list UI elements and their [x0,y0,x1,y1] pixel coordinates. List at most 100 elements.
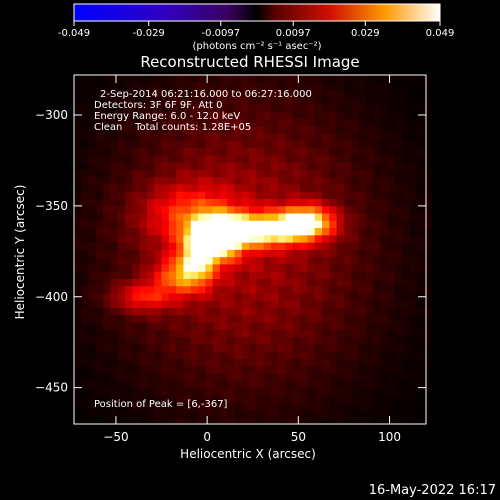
heatmap-cell [146,104,155,112]
heatmap-cell [314,82,323,90]
heatmap-cell [270,307,279,316]
heatmap-cell [249,234,257,243]
heatmap-cell [241,314,250,323]
heatmap-cell [161,256,170,265]
heatmap-cell [387,336,396,345]
heatmap-cell [190,329,199,338]
heatmap-cell [74,409,82,418]
heatmap-cell [322,373,330,381]
colorbar-tick-label: -0.049 [58,28,90,39]
heatmap-cell [394,234,403,243]
heatmap-cell [292,242,301,250]
colorbar-tick-label: 0.0097 [276,28,311,39]
heatmap-cell [402,322,410,330]
heatmap-cell [256,402,265,410]
heatmap-cell [373,344,381,352]
heatmap-cell [168,147,177,156]
heatmap-cell [190,249,199,258]
heatmap-cell [154,264,162,272]
heatmap-cell [322,249,330,258]
heatmap-cell [394,380,403,389]
heatmap-cell [365,344,374,352]
heatmap-cell [219,227,228,236]
heatmap-cell [81,169,89,178]
heatmap-cell [314,205,323,214]
heatmap-cell [249,278,257,287]
heatmap-cell [300,162,308,170]
heatmap-cell [103,198,111,207]
heatmap-cell [270,118,279,127]
heatmap-cell [219,184,228,192]
heatmap-cell [343,293,352,301]
heatmap-cell [110,133,119,141]
heatmap-cell [161,213,170,221]
heatmap-cell [139,380,148,389]
heatmap-cell [241,220,250,229]
heatmap-cell [234,191,243,200]
heatmap-cell [278,344,286,352]
heatmap-cell [358,329,367,338]
heatmap-cell [227,336,235,345]
heatmap-cell [365,227,374,236]
heatmap-cell [241,300,250,309]
heatmap-cell [183,227,192,236]
heatmap-cell [300,118,308,127]
heatmap-cell [117,125,126,134]
heatmap-cell [176,264,184,272]
heatmap-cell [110,380,119,389]
heatmap-cell [81,322,89,330]
heatmap-cell [117,75,126,83]
heatmap-cell [241,154,250,163]
heatmap-cell [387,162,396,170]
heatmap-cell [74,336,82,345]
heatmap-cell [314,140,323,149]
heatmap-cell [176,300,184,309]
heatmap-cell [285,373,294,381]
heatmap-cell [227,75,235,83]
heatmap-cell [74,314,82,323]
heatmap-cell [292,365,301,374]
heatmap-cell [365,205,374,214]
heatmap-cell [285,402,294,410]
heatmap-cell [190,104,199,112]
heatmap-cell [424,111,432,120]
heatmap-cell [307,242,316,250]
heatmap-cell [322,409,330,418]
heatmap-cell [285,205,294,214]
heatmap-cell [336,351,345,359]
heatmap-cell [103,75,111,83]
heatmap-cell [358,365,367,374]
heatmap-cell [380,140,389,149]
heatmap-cell [139,358,148,367]
heatmap-cell [198,162,206,170]
heatmap-cell [322,147,330,156]
heatmap-cell [95,191,104,200]
heatmap-cell [307,380,316,389]
heatmap-cell [336,394,345,403]
heatmap-cell [132,133,141,141]
heatmap-cell [256,162,265,170]
heatmap-cell [198,409,206,418]
heatmap-cell [176,111,184,120]
heatmap-cell [212,329,221,338]
heatmap-cell [117,154,126,163]
heatmap-cell [103,256,111,265]
heatmap-cell [343,307,352,316]
heatmap-cell [125,249,133,258]
heatmap-cell [351,365,359,374]
heatmap-cell [365,242,374,250]
heatmap-cell [307,314,316,323]
heatmap-cell [139,133,148,141]
heatmap-cell [154,133,162,141]
heatmap-cell [227,380,235,389]
heatmap-cell [351,176,359,185]
heatmap-cell [402,351,410,359]
heatmap-cell [88,176,97,185]
heatmap-cell [292,387,301,396]
heatmap-cell [205,191,214,200]
heatmap-cell [154,147,162,156]
heatmap-cell [183,133,192,141]
heatmap-cell [95,365,104,374]
heatmap-cell [125,133,133,141]
heatmap-cell [146,213,155,221]
